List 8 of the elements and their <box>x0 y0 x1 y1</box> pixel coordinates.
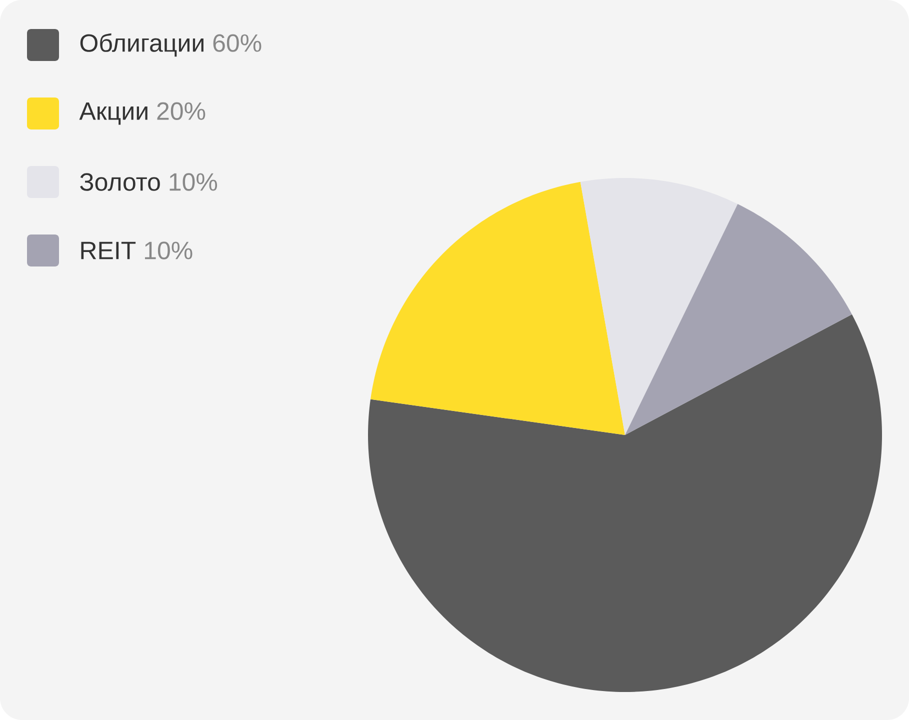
legend-label: Золото <box>80 173 160 191</box>
legend-label: Акции <box>79 102 148 125</box>
data-label: 10% <box>144 242 192 260</box>
data-label: 20% <box>157 102 206 120</box>
data-label: 10% <box>170 173 218 191</box>
data-label: 60% <box>213 34 262 52</box>
legend-label: Облигации <box>80 33 204 57</box>
legend-label: REIT <box>81 242 136 260</box>
